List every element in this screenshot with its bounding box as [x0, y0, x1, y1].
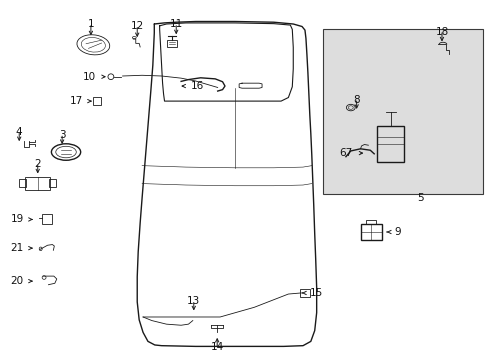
- Text: 3: 3: [59, 130, 65, 140]
- Text: 5: 5: [416, 193, 423, 203]
- Text: 11: 11: [169, 19, 183, 30]
- Bar: [93, 97, 101, 105]
- Text: 14: 14: [210, 342, 224, 352]
- Bar: [19, 179, 26, 187]
- Text: 17: 17: [69, 96, 82, 106]
- Text: 12: 12: [130, 21, 143, 31]
- Text: 16: 16: [190, 81, 203, 91]
- Text: 67: 67: [339, 148, 352, 158]
- Text: 8: 8: [353, 95, 359, 105]
- Text: 13: 13: [187, 296, 200, 306]
- Bar: [167, 40, 177, 47]
- Bar: [360, 224, 381, 239]
- Text: 18: 18: [434, 27, 447, 37]
- Text: 20: 20: [10, 276, 23, 286]
- Text: 15: 15: [309, 288, 323, 298]
- Text: 10: 10: [83, 72, 96, 82]
- Bar: [322, 30, 483, 194]
- Bar: [300, 289, 309, 297]
- Bar: [41, 215, 52, 225]
- Bar: [25, 177, 50, 190]
- Bar: [366, 220, 375, 224]
- Text: 2: 2: [34, 159, 41, 169]
- Text: 9: 9: [394, 227, 401, 237]
- Text: 19: 19: [10, 215, 23, 224]
- Text: 21: 21: [10, 243, 23, 253]
- Text: 4: 4: [16, 127, 22, 137]
- Text: 1: 1: [87, 19, 94, 30]
- Bar: [49, 179, 56, 187]
- Bar: [376, 126, 404, 162]
